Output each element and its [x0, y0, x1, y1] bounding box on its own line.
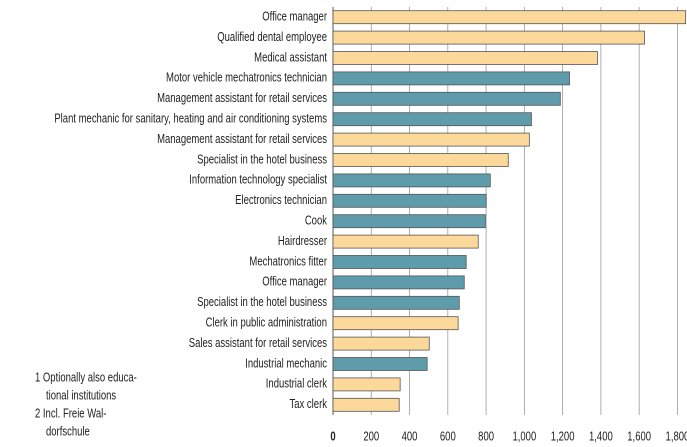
labels: 0 200 400 600 800 1,000 1,200 1,400 1,600 1,800 Of…	[35, 10, 687, 443]
footnote: 2 Incl. Freie Wal-	[35, 407, 107, 421]
y-tick-label: Plant mechanic for sanitary, heating and…	[54, 112, 327, 126]
footnote: dorfschule	[46, 425, 90, 439]
y-tick-label: Management assistant for retail services	[157, 92, 327, 106]
y-tick-label: Management assistant for retail services	[157, 133, 327, 147]
bar	[332, 71, 570, 86]
bar	[332, 357, 428, 371]
y-tick-label: Hairdresser	[278, 235, 327, 249]
x-tick-label: 1,600	[627, 430, 651, 444]
bar	[332, 316, 459, 331]
y-tick-label: Tax clerk	[290, 398, 328, 412]
x-tick-label: 0	[330, 430, 335, 444]
bar	[332, 234, 479, 249]
bar	[332, 295, 460, 310]
x-tick-label: 400	[402, 430, 418, 444]
bar	[332, 173, 491, 188]
bar	[332, 255, 467, 269]
y-tick-label: Industrial clerk	[266, 378, 328, 392]
y-tick-label: Information technology specialist	[189, 174, 327, 188]
bar	[332, 336, 430, 351]
bar	[332, 112, 532, 127]
bar	[332, 132, 530, 147]
y-tick-label: Clerk in public administration	[206, 316, 327, 330]
x-tick-label: 800	[478, 430, 494, 444]
x-tick-label: 1,800	[666, 430, 687, 444]
bar	[332, 193, 487, 208]
bar	[332, 214, 486, 229]
bar	[332, 51, 598, 65]
y-tick-label: Specialist in the hotel business	[197, 296, 327, 310]
x-tick-label: 600	[440, 430, 456, 444]
y-tick-label: Medical assistant	[254, 51, 327, 65]
x-tick-label: 1,400	[589, 430, 613, 444]
y-tick-label: Industrial mechanic	[245, 357, 327, 371]
y-tick-label: Qualified dental employee	[217, 31, 327, 45]
x-tick-label: 200	[363, 430, 379, 444]
footnote: tional institutions	[46, 389, 117, 403]
bar	[332, 397, 400, 412]
y-tick-label: Cook	[305, 214, 328, 228]
bar	[332, 10, 687, 25]
footnote: 1 Optionally also educa-	[35, 371, 137, 385]
y-tick-label: Office manager	[262, 276, 327, 290]
x-tick-label: 1,200	[551, 430, 575, 444]
bar	[332, 30, 645, 45]
bar	[332, 275, 465, 290]
y-tick-label: Specialist in the hotel business	[197, 153, 327, 167]
x-tick-label: 1,000	[512, 430, 536, 444]
y-tick-label: Sales assistant for retail services	[189, 337, 328, 351]
bar	[332, 377, 401, 392]
y-tick-label: Electronics technician	[235, 194, 327, 208]
y-tick-label: Mechatronics fitter	[249, 255, 327, 269]
y-tick-label: Office manager	[262, 10, 327, 24]
y-tick-label: Motor vehicle mechatronics technician	[166, 72, 327, 86]
bar	[332, 91, 561, 106]
bar	[332, 153, 509, 167]
